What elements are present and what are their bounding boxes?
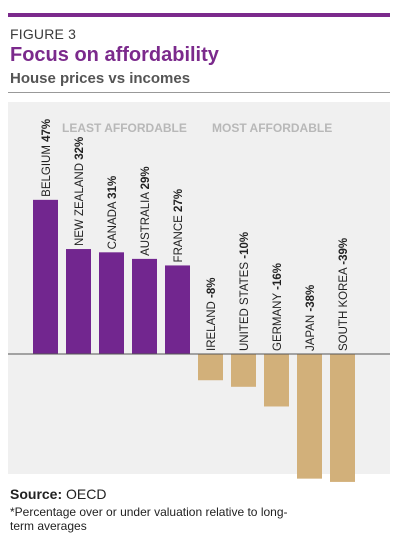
bar-label-ireland: IRELAND -8% (206, 278, 218, 352)
source-text: OECD (66, 486, 107, 502)
group-label-least-affordable: LEAST AFFORDABLE (62, 121, 187, 135)
bar-label-japan: JAPAN -38% (305, 285, 317, 351)
bar-value-south-korea: -39% (338, 238, 350, 265)
bar-category-new-zealand: NEW ZEALAND (74, 160, 86, 246)
bar-label-south-korea: SOUTH KOREA -39% (338, 238, 350, 351)
bar-ireland (198, 354, 223, 381)
bar-south-korea (330, 354, 355, 482)
bar-value-france: 27% (173, 189, 185, 212)
bar-label-australia: AUSTRALIA 29% (140, 166, 152, 256)
chart-title: Focus on affordability (10, 44, 219, 66)
bar-label-germany: GERMANY -16% (272, 263, 284, 351)
source-line: Source: OECD (10, 486, 106, 502)
chart-subtitle: House prices vs incomes (10, 70, 191, 87)
bar-value-germany: -16% (272, 263, 284, 290)
bar-category-australia: AUSTRALIA (140, 189, 152, 255)
bar-category-canada: CANADA (107, 199, 119, 250)
bar-value-japan: -38% (305, 285, 317, 312)
bar-label-canada: CANADA 31% (107, 176, 119, 250)
figure-label: FIGURE 3 (10, 26, 77, 42)
bar-category-germany: GERMANY (272, 290, 284, 351)
bar-germany (264, 354, 289, 407)
bar-label-belgium: BELGIUM 47% (41, 119, 53, 197)
bar-category-south-korea: SOUTH KOREA (338, 265, 350, 351)
bar-new-zealand (66, 249, 91, 354)
bar-value-ireland: -8% (206, 278, 218, 298)
header-divider (8, 92, 390, 93)
bar-france (165, 265, 190, 354)
bar-category-united-states: UNITED STATES (239, 259, 251, 351)
bar-value-australia: 29% (140, 166, 152, 189)
bar-japan (297, 354, 322, 479)
bar-united-states (231, 354, 256, 387)
bar-australia (132, 258, 157, 354)
bar-category-japan: JAPAN (305, 312, 317, 351)
bar-label-united-states: UNITED STATES -10% (239, 232, 251, 351)
bar-label-france: FRANCE 27% (173, 189, 185, 263)
bar-category-ireland: IRELAND (206, 298, 218, 351)
bar-value-belgium: 47% (41, 119, 53, 142)
bar-belgium (33, 199, 58, 354)
top-rule (8, 13, 390, 17)
bar-category-france: FRANCE (173, 212, 185, 262)
bar-canada (99, 252, 124, 354)
footnote: *Percentage over or under valuation rela… (10, 505, 288, 533)
bar-value-new-zealand: 32% (74, 137, 86, 160)
bar-value-united-states: -10% (239, 232, 251, 259)
source-label: Source: (10, 486, 63, 502)
group-label-most-affordable: MOST AFFORDABLE (212, 121, 332, 135)
bar-value-canada: 31% (107, 176, 119, 199)
bar-label-new-zealand: NEW ZEALAND 32% (74, 137, 86, 246)
bar-category-belgium: BELGIUM (41, 142, 53, 197)
